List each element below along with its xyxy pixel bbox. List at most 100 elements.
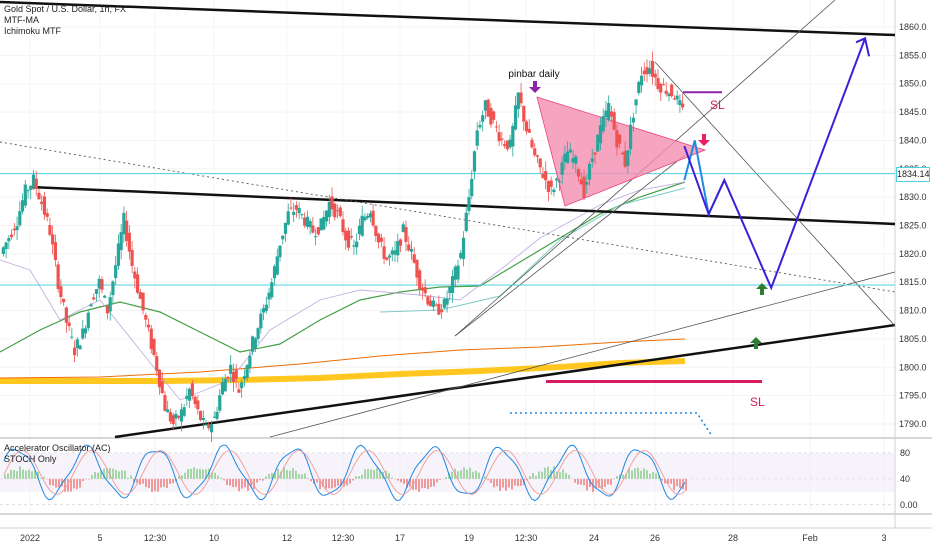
osc-histogram-bar [352, 479, 354, 481]
price-tick-label: 1825.0 [899, 221, 927, 231]
candle-body [432, 300, 435, 306]
osc-histogram-bar [220, 478, 222, 479]
osc-histogram-bar [154, 479, 156, 491]
candle-body [511, 126, 514, 147]
candle-body [487, 100, 490, 117]
price-tick-label: 1800.0 [899, 362, 927, 372]
candle-body [15, 226, 18, 230]
osc-histogram-bar [223, 479, 225, 480]
osc-histogram-bar [643, 468, 645, 479]
candle-body [303, 218, 306, 226]
candle-body [152, 339, 155, 355]
candle-body [65, 307, 68, 322]
candle-body [429, 301, 432, 307]
osc-histogram-bar [151, 479, 153, 492]
candle-body [172, 415, 175, 424]
candle-body [632, 118, 635, 123]
osc-histogram-bar [376, 468, 378, 479]
candle-body [43, 196, 46, 214]
candle-body [287, 211, 290, 224]
candle-body [448, 287, 451, 293]
osc-histogram-bar [367, 469, 369, 479]
candle-body [229, 365, 232, 374]
candle-body [640, 76, 643, 86]
osc-histogram-bar [586, 479, 588, 491]
candle-body [561, 162, 564, 174]
entry-arrow-shaft [702, 134, 706, 141]
chart-legend: Gold Spot / U.S. Dollar, 1h, FX MTF-MA I… [4, 4, 126, 37]
osc-histogram-bar [580, 479, 582, 485]
osc-histogram-bar [310, 479, 312, 481]
candle-body [163, 395, 166, 411]
candle-body [662, 84, 665, 85]
candle-body [180, 409, 183, 421]
osc-histogram-bar [19, 466, 21, 479]
candle-body [558, 181, 561, 182]
osc-histogram-bar [634, 468, 636, 479]
osc-histogram-bar [43, 477, 45, 479]
osc-histogram-bar [226, 479, 228, 485]
candle-body [566, 152, 569, 164]
osc-histogram-bar [328, 479, 330, 488]
candle-body [571, 158, 574, 162]
candle-body [95, 289, 98, 294]
candle-body [569, 149, 572, 152]
candle-body [120, 232, 123, 250]
candle-body [544, 171, 547, 180]
legend-indicator-ac: Accelerator Oscillator (AC) [4, 443, 111, 454]
time-tick-label: 12:30 [144, 533, 167, 543]
candle-body [122, 213, 125, 234]
osc-histogram-bar [58, 479, 60, 488]
candle-body [618, 135, 621, 144]
candle-body [29, 186, 32, 190]
osc-histogram-bar [631, 471, 633, 479]
price-tick-label: 1850.0 [899, 79, 927, 89]
candle-body [295, 205, 298, 210]
candle-body [218, 395, 221, 410]
osc-histogram-bar [679, 479, 681, 488]
candle-body [599, 125, 602, 143]
pinbar-label: pinbar daily [508, 69, 559, 80]
osc-band [0, 453, 895, 492]
candle-body [399, 240, 402, 246]
candle-body [341, 219, 344, 232]
candle-body [541, 174, 544, 178]
osc-histogram-bar [304, 473, 306, 479]
osc-histogram-bar [574, 479, 576, 483]
candle-body [298, 208, 301, 213]
osc-histogram-bar [130, 475, 132, 478]
candle-body [306, 217, 309, 227]
price-tick-label: 1815.0 [899, 277, 927, 287]
osc-histogram-bar [673, 479, 675, 490]
candle-body [133, 272, 136, 279]
osc-histogram-bar [79, 479, 81, 488]
candle-body [470, 179, 473, 196]
osc-histogram-bar [652, 472, 654, 479]
osc-histogram-bar [478, 473, 480, 479]
osc-histogram-bar [511, 479, 513, 490]
osc-histogram-bar [148, 479, 150, 488]
osc-histogram-bar [532, 473, 534, 479]
candle-body [267, 293, 270, 300]
candle-body [185, 396, 188, 399]
osc-histogram-bar [472, 472, 474, 479]
osc-histogram-bar [49, 479, 51, 485]
osc-histogram-bar [196, 469, 198, 479]
osc-histogram-bar [16, 471, 18, 479]
candle-body [350, 236, 353, 238]
osc-histogram-bar [7, 473, 9, 479]
candle-body [10, 235, 13, 238]
time-tick-label: 12:30 [515, 533, 538, 543]
osc-histogram-bar [487, 479, 489, 481]
candle-body [372, 211, 375, 226]
osc-histogram-bar [52, 479, 54, 486]
target-arrow-shaft [760, 289, 764, 295]
candle-body [278, 246, 281, 258]
candle-body [68, 323, 71, 327]
candle-body [300, 214, 303, 215]
candle-body [109, 297, 112, 311]
osc-histogram-bar [256, 479, 258, 483]
candle-body [128, 233, 131, 252]
